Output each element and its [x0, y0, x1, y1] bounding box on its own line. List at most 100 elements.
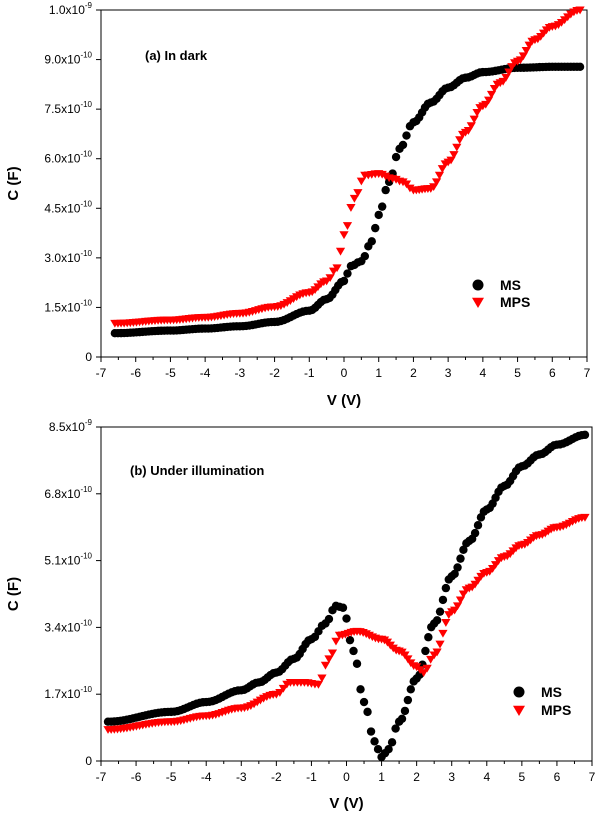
data-point-mps [426, 655, 436, 664]
data-point-ms [377, 202, 387, 211]
data-point-mps [353, 189, 363, 197]
x-tick-label: -1 [306, 770, 317, 784]
x-axis-label: V (V) [327, 392, 361, 409]
data-point-mps [452, 143, 462, 152]
data-point-mps [449, 151, 459, 159]
data-point-ms [441, 583, 451, 593]
x-tick-label: -2 [269, 366, 280, 380]
data-point-ms [373, 745, 383, 754]
y-tick-label: 8.5x10-9 [49, 418, 93, 434]
y-tick-label: 4.5x10-10 [44, 199, 92, 215]
data-point-ms [450, 569, 459, 579]
data-point-ms [356, 685, 365, 694]
data-point-ms [363, 707, 372, 717]
data-point-ms [473, 521, 483, 530]
data-point-mps [342, 222, 353, 231]
data-point-ms [374, 210, 383, 220]
x-tick-label: 0 [341, 366, 348, 380]
x-tick-label: 7 [584, 366, 591, 380]
x-tick-label: -7 [96, 770, 107, 784]
data-point-mps [332, 264, 342, 273]
series-ms [110, 62, 585, 338]
data-point-ms [391, 724, 400, 733]
data-point-mps [435, 640, 445, 649]
data-point-mps [325, 274, 335, 283]
x-tick-label: 5 [519, 770, 526, 784]
x-axis-label: V (V) [329, 795, 363, 812]
data-point-ms [371, 223, 380, 233]
data-point-mps [324, 655, 334, 664]
y-tick-label: 6.8x10-10 [44, 485, 92, 501]
legend-label-ms: MS [500, 277, 521, 293]
data-point-ms [387, 738, 397, 747]
x-tick-label: -7 [96, 366, 107, 380]
data-point-mps [466, 122, 476, 131]
data-point-mps [317, 674, 327, 683]
data-point-ms [381, 185, 390, 195]
x-tick-label: -4 [201, 770, 212, 784]
x-tick-label: 6 [554, 770, 561, 784]
legend-marker-mps [513, 705, 525, 716]
data-point-ms [367, 237, 376, 246]
data-point-mps [403, 655, 413, 664]
x-tick-label: 5 [514, 366, 521, 380]
data-point-ms [345, 635, 355, 645]
data-point-ms [391, 152, 401, 162]
x-tick-label: -5 [166, 770, 177, 784]
y-tick-label: 3.0x10-10 [44, 249, 92, 265]
x-tick-label: -1 [304, 366, 315, 380]
data-point-mps [434, 171, 445, 180]
y-tick-label: 5.1x10-10 [44, 552, 92, 568]
data-point-mps [580, 513, 590, 522]
legend-label-mps: MPS [500, 294, 530, 310]
y-tick-label: 7.5x10-10 [44, 100, 92, 116]
data-point-ms [384, 745, 393, 754]
series-ms [103, 430, 590, 762]
data-point-ms [324, 614, 334, 624]
x-tick-label: 6 [549, 366, 556, 380]
panel-title: (a) In dark [145, 48, 208, 63]
data-point-ms [398, 140, 408, 150]
panel-title: (b) Under illumination [130, 463, 264, 478]
x-tick-label: -6 [130, 366, 141, 380]
data-point-mps [275, 689, 285, 697]
data-point-mps [438, 629, 448, 638]
series-mps [110, 6, 585, 328]
data-point-ms [342, 614, 351, 623]
data-point-mps [521, 47, 531, 55]
x-tick-label: 1 [378, 770, 385, 784]
data-point-mps [331, 637, 341, 646]
x-tick-label: 2 [413, 770, 420, 784]
x-tick-label: -3 [235, 366, 246, 380]
data-point-mps [346, 204, 356, 212]
data-point-mps [446, 156, 456, 165]
data-point-mps [335, 247, 346, 256]
data-point-mps [313, 680, 324, 689]
chart-panel-b: -7 -6 -5 -4 -3 -2 -1 0 1 2 3 4 5 6 7 0 1.7x10-10 3.4x10-1… [5, 418, 596, 812]
y-axis-label: C (F) [5, 577, 22, 611]
data-point-ms [456, 554, 465, 563]
data-point-mps [455, 596, 466, 605]
chart-panel-a: -7 -6 -5 -4 -3 -2 -1 0 1 2 3 4 5 6 7 0 1.5x10-10 3.0x10-1… [5, 1, 591, 409]
legend-label-ms: MS [541, 684, 562, 700]
data-point-ms [366, 727, 376, 736]
legend-marker-mps [472, 297, 484, 308]
data-point-mps [431, 178, 442, 187]
y-tick-label: 1.7x10-10 [44, 685, 92, 701]
data-point-mps [422, 664, 432, 673]
data-point-mps [484, 96, 494, 105]
data-point-ms [370, 737, 379, 746]
y-axis-label: C (F) [5, 166, 22, 200]
legend-marker-ms [472, 279, 484, 291]
data-point-ms [575, 62, 585, 72]
data-point-mps [401, 180, 412, 189]
data-point-mps [486, 90, 497, 99]
x-tick-label: 2 [410, 366, 417, 380]
data-point-ms [400, 706, 410, 716]
data-point-ms [435, 607, 445, 616]
data-point-ms [580, 430, 590, 440]
x-tick-label: -2 [271, 770, 282, 784]
data-point-mps [575, 6, 585, 15]
data-point-ms [403, 695, 413, 705]
data-point-mps [501, 73, 511, 82]
